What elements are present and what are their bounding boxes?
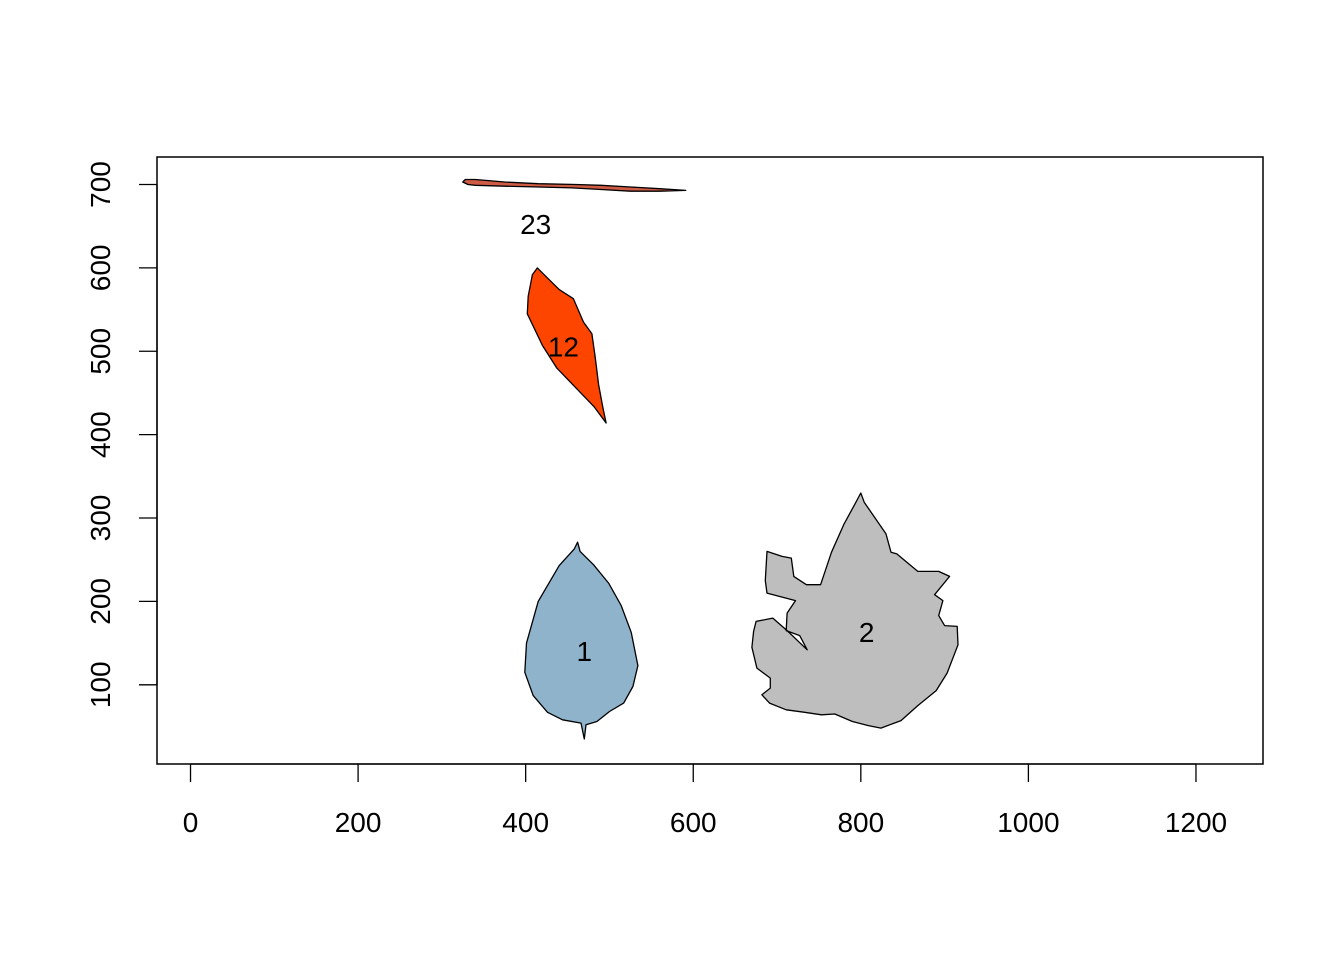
leaf-shape-12 bbox=[526, 267, 607, 424]
x-tick-label: 600 bbox=[670, 807, 717, 838]
y-tick-label: 200 bbox=[85, 578, 116, 625]
y-tick-label: 600 bbox=[85, 245, 116, 292]
leaf-shape-23 bbox=[462, 178, 687, 192]
leaf-shape-1 bbox=[524, 541, 639, 740]
x-tick-label: 0 bbox=[183, 807, 199, 838]
plot-frame bbox=[156, 156, 1264, 765]
y-tick-label: 700 bbox=[85, 161, 116, 208]
x-tick-label: 800 bbox=[837, 807, 884, 838]
leaf-label-23: 23 bbox=[520, 209, 551, 240]
y-tick-label: 100 bbox=[85, 661, 116, 708]
x-tick-label: 1000 bbox=[997, 807, 1059, 838]
leaf-label-2: 2 bbox=[859, 617, 875, 648]
x-tick-label: 200 bbox=[335, 807, 382, 838]
leaf-label-12: 12 bbox=[548, 332, 579, 363]
leaf-shape-2 bbox=[751, 492, 959, 729]
x-tick-label: 400 bbox=[502, 807, 549, 838]
leaf-label-1: 1 bbox=[577, 636, 593, 667]
y-tick-label: 300 bbox=[85, 495, 116, 542]
y-tick-label: 500 bbox=[85, 328, 116, 375]
x-tick-label: 1200 bbox=[1165, 807, 1227, 838]
x-axis: 0 200 400 600 800 1000 1200 bbox=[183, 763, 1227, 838]
shapes-layer bbox=[462, 178, 959, 740]
y-axis: 100 200 300 400 500 600 700 bbox=[85, 161, 158, 708]
y-tick-label: 400 bbox=[85, 411, 116, 458]
